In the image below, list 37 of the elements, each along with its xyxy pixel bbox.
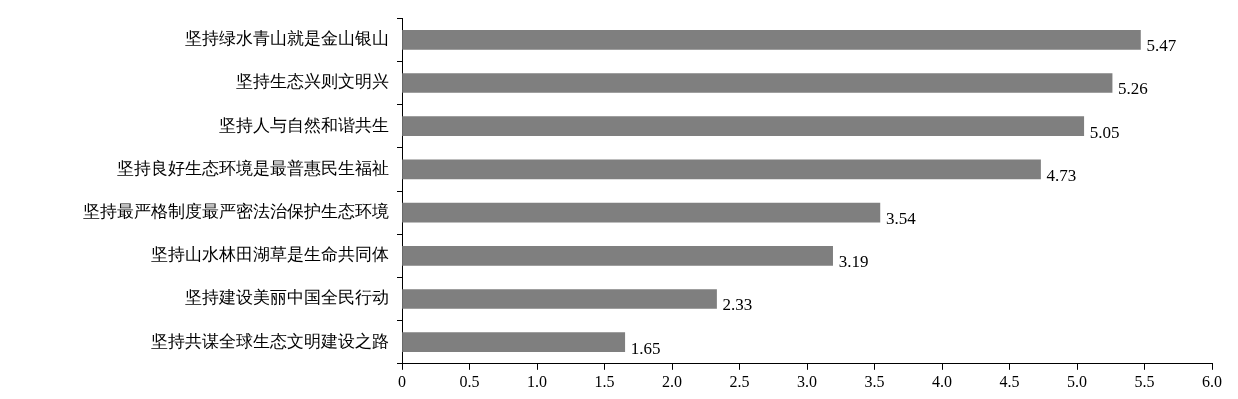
y-tick-label: 坚持最严格制度最严密法治保护生态环境 (83, 202, 389, 222)
y-tick-label: 坚持良好生态环境是最普惠民生福祉 (117, 158, 389, 178)
x-tick-label: 1.0 (527, 372, 547, 390)
bar (402, 159, 1041, 180)
x-tick-label: 0.5 (459, 372, 480, 390)
y-tick-label: 坚持人与自然和谐共生 (219, 115, 389, 135)
x-tick-label: 2.0 (662, 372, 682, 390)
data-label: 2.33 (722, 295, 753, 315)
x-tick-label: 1.5 (594, 372, 615, 390)
data-label: 5.26 (1118, 79, 1148, 99)
bar (402, 245, 833, 266)
x-tick-label: 5.0 (1067, 372, 1087, 390)
bar (402, 73, 1113, 93)
bar (402, 289, 717, 309)
data-label: 4.73 (1046, 165, 1077, 185)
x-tick-label: 0 (398, 372, 406, 390)
data-label: 1.65 (630, 338, 661, 358)
x-tick-label: 2.5 (729, 372, 750, 390)
y-tick-label: 坚持生态兴则文明兴 (236, 72, 389, 92)
bar (402, 332, 626, 353)
bar (402, 29, 1141, 50)
y-tick-label: 坚持共谋全球生态文明建设之路 (151, 331, 389, 351)
x-tick-label: 5.5 (1134, 372, 1155, 390)
y-tick-label: 坚持山水林田湖草是生命共同体 (151, 245, 389, 265)
data-label: 3.19 (838, 252, 869, 272)
x-tick-label: 3.0 (797, 372, 817, 390)
x-tick-label: 3.5 (864, 372, 885, 390)
x-tick-label: 6.0 (1202, 372, 1222, 390)
data-label: 5.05 (1089, 122, 1120, 142)
bar (402, 116, 1085, 137)
y-tick-label: 坚持建设美丽中国全民行动 (185, 288, 389, 308)
y-tick-label: 坚持绿水青山就是金山银山 (185, 29, 389, 49)
x-tick-label: 4.0 (932, 372, 952, 390)
x-tick-label: 4.5 (999, 372, 1020, 390)
data-label: 5.47 (1146, 36, 1177, 56)
data-label: 3.54 (885, 209, 917, 229)
bar (402, 202, 881, 223)
